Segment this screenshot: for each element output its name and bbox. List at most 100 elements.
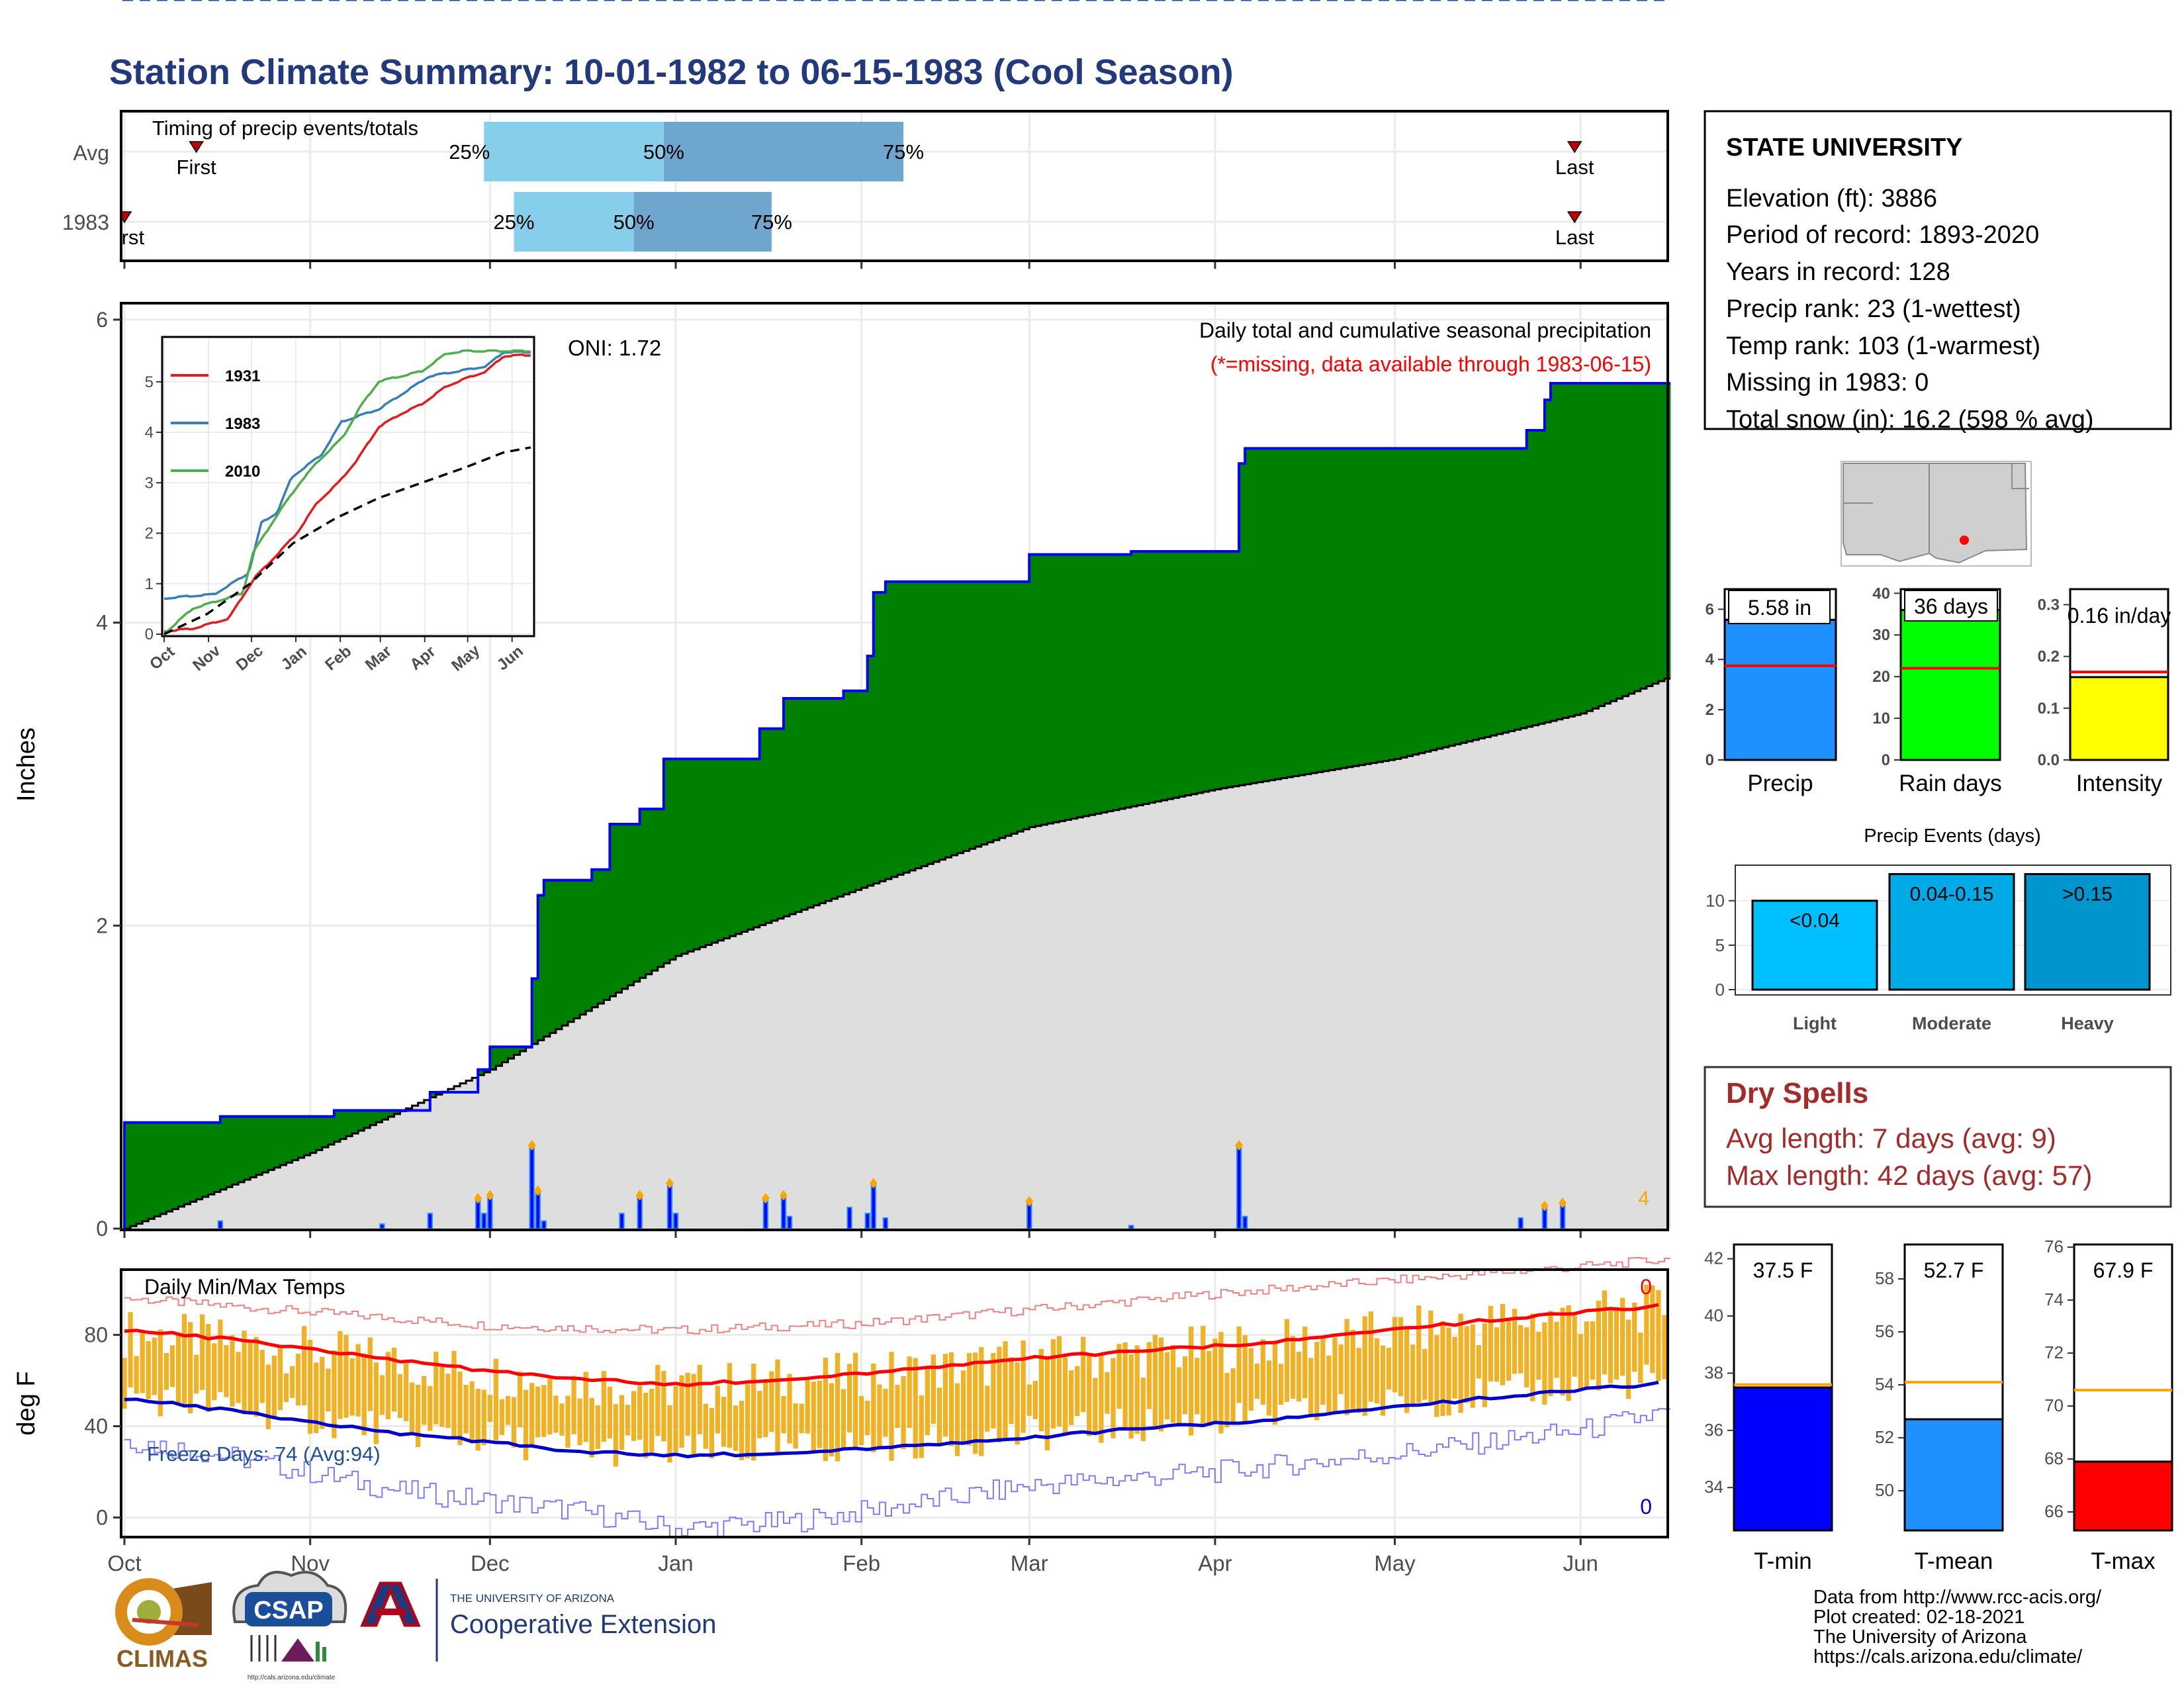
temp-marks [122, 0, 1671, 1538]
station-location-marker [1960, 536, 1969, 545]
daily-temp-bar [661, 1371, 666, 1442]
daily-temp-bar [283, 1373, 289, 1403]
daily-temp-bar [1434, 1335, 1439, 1417]
daily-temp-bar [553, 1395, 559, 1433]
daily-temp-bar [565, 1395, 570, 1448]
daily-temp-bar [175, 1335, 181, 1404]
heavy-event-marker [486, 1190, 494, 1201]
daily-temp-bar [1374, 1338, 1380, 1404]
page-title: Station Climate Summary: 10-01-1982 to 0… [109, 52, 1234, 92]
daily-temp-bar [667, 1405, 672, 1463]
daily-temp-bar [871, 1363, 876, 1452]
temp-summary-bar [2073, 1460, 2173, 1532]
daily-temp-bar [1050, 1339, 1056, 1429]
daily-temp-bar [1183, 1356, 1188, 1415]
daily-temp-bar [253, 1336, 259, 1417]
timing-bars: 25% 50% 75% First Last 25% 50% 75% First Last [105, 122, 1594, 252]
daily-temp-bar [1578, 1334, 1583, 1389]
daily-temp-bar [721, 1397, 727, 1447]
inset-series-line [163, 350, 531, 600]
x-axis-label: Jun [1563, 1551, 1598, 1575]
temp-title: Daily Min/Max Temps [144, 1275, 345, 1299]
timing-label-25: 25% [449, 140, 490, 164]
daily-temp-bar [691, 1374, 696, 1454]
summary-y-label: 0.2 [2038, 648, 2060, 666]
temp-summary-y-label: 66 [2044, 1501, 2064, 1521]
first-event-label: First [105, 226, 145, 249]
temp-y-tick-label: 40 [84, 1414, 108, 1438]
daily-temp-bar [511, 1397, 517, 1448]
daily-temp-bar [134, 1356, 139, 1394]
daily-temp-bar [493, 1358, 499, 1440]
heavy-event-marker [533, 1185, 542, 1196]
daily-temp-bar [607, 1386, 613, 1439]
daily-temp-bar [1619, 1297, 1625, 1376]
daily-temp-bar [1122, 1342, 1128, 1429]
summary-y-label: 0 [1706, 751, 1714, 769]
temp-y-tick-label: 0 [96, 1505, 108, 1529]
daily-temp-bar [1506, 1318, 1512, 1381]
daily-temp-bar [529, 1383, 535, 1446]
daily-temp-bar [709, 1407, 714, 1459]
events-axis-label: Moderate [1912, 1013, 1991, 1033]
daily-temp-bar [913, 1358, 918, 1459]
daily-temp-bar [1662, 1315, 1667, 1380]
daily-temp-bar [248, 1341, 253, 1414]
daily-temp-bar [1380, 1345, 1386, 1416]
daily-temp-bar [1056, 1336, 1062, 1427]
daily-temp-bar [499, 1399, 505, 1435]
daily-temp-bar [1009, 1357, 1014, 1425]
daily-temp-bar [517, 1371, 523, 1428]
daily-temp-bar [391, 1347, 397, 1412]
daily-temp-bar [925, 1367, 930, 1436]
daily-precip-bar [427, 1213, 433, 1229]
precip-panel-frame [120, 302, 1669, 1231]
summary-axis-label: Precip [1747, 771, 1813, 796]
daily-temp-bar [439, 1365, 445, 1427]
daily-temp-bar [451, 1350, 457, 1436]
daily-temp-bar [445, 1374, 451, 1429]
daily-temp-bar [1032, 1381, 1038, 1419]
daily-temp-bar [416, 1384, 421, 1447]
temp-panel-frame [120, 1268, 1669, 1538]
daily-precip-bar [217, 1220, 224, 1229]
daily-temp-bar [181, 1314, 187, 1407]
daily-temp-bar [655, 1364, 660, 1436]
inset-y-label: 2 [145, 525, 154, 543]
daily-temp-bar [787, 1374, 792, 1444]
precip-value-label: 5.58 in [1748, 596, 1811, 620]
daily-temp-bar [973, 1352, 978, 1454]
temp-summary-bar [1733, 1386, 1833, 1532]
summary-y-label: 0 [1882, 751, 1890, 769]
station-precip-rank: Precip rank: 23 (1-wettest) [1726, 295, 2021, 323]
temp-summary-y-label: 50 [1875, 1480, 1894, 1500]
dry-spells-title: Dry Spells [1726, 1077, 1868, 1109]
daily-temp-bar [1284, 1319, 1290, 1402]
temp-summary-axis-label: T-mean [1915, 1548, 1993, 1574]
heavy-event-marker [1540, 1200, 1549, 1211]
heavy-event-marker [527, 1140, 536, 1151]
record-max-count: 0 [1640, 1275, 1652, 1299]
daily-temp-bar [1116, 1344, 1122, 1409]
daily-temp-bar [589, 1397, 594, 1458]
precip-panel: 0 2 4 6 Inches ONI: 1.72 Daily total and cu… [13, 302, 1671, 1241]
timing-panel: 25% 50% 75% First Last 25% 50% 75% First Last Tim… [62, 110, 1669, 269]
precip-events-chart: Precip Events (days) 0 5 10 <0.04 Light 0.04-… [1706, 825, 2171, 1033]
daily-temp-bar [1189, 1327, 1194, 1436]
daily-temp-bar [535, 1386, 541, 1438]
daily-temp-bar [954, 1383, 960, 1456]
temp-y-axis: 0 40 80 [84, 1323, 121, 1529]
daily-temp-bar [541, 1385, 547, 1437]
credit-plot-date: Plot created: 02-18-2021 [1813, 1607, 2025, 1628]
daily-temp-bar [1212, 1338, 1218, 1423]
x-axis-label: May [1374, 1551, 1416, 1575]
rain-days-value-label: 36 days [1914, 594, 1988, 618]
daily-temp-bar [379, 1375, 385, 1415]
daily-temp-bar [835, 1352, 841, 1462]
daily-temp-bar [577, 1398, 582, 1446]
heavy-event-marker [1559, 1197, 1567, 1209]
precip-y-tick-label: 6 [96, 308, 108, 332]
daily-precip-bar [870, 1182, 876, 1229]
summary-bar [1899, 608, 2001, 761]
daily-temp-bar [301, 1326, 307, 1406]
